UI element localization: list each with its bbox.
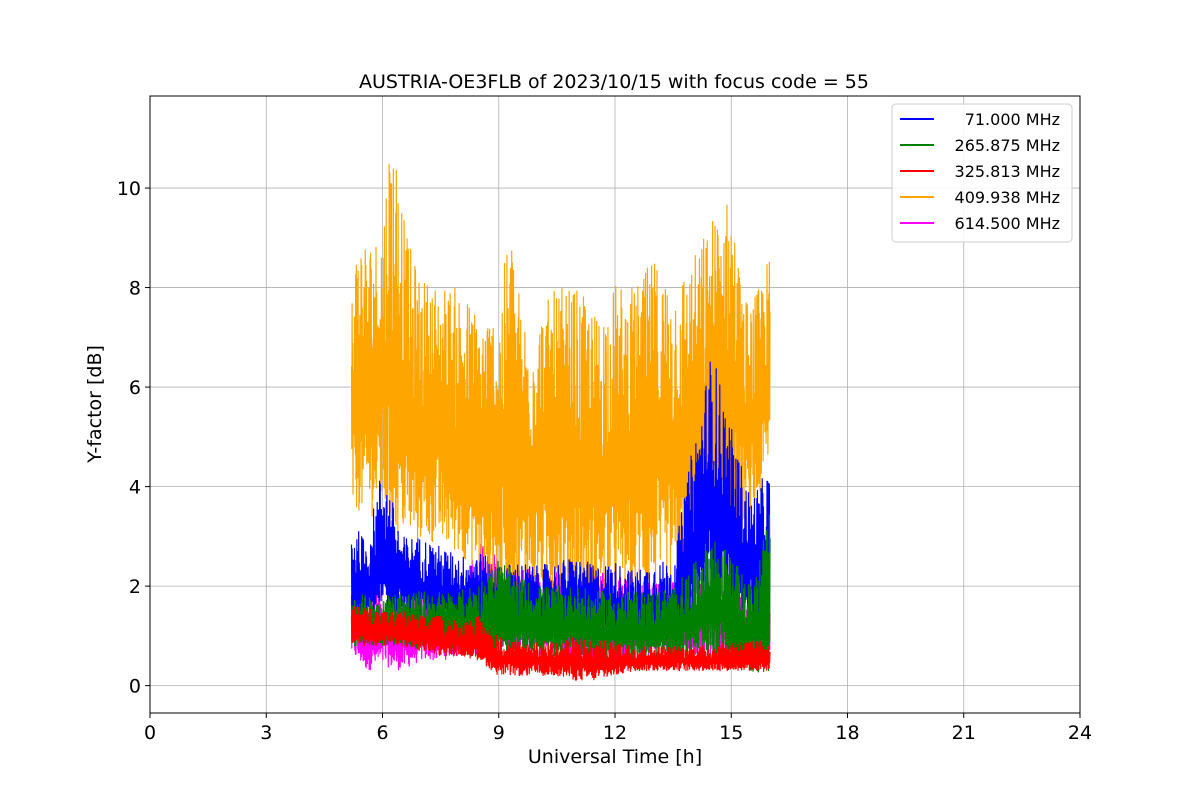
x-tick-label: 9 xyxy=(493,722,505,744)
y-tick-label: 4 xyxy=(129,477,141,499)
series-group xyxy=(350,164,771,681)
y-tick-label: 8 xyxy=(129,278,141,300)
y-axis-label: Y-factor [dB] xyxy=(84,345,106,464)
x-tick-label: 0 xyxy=(144,722,156,744)
legend-label: 614.500 MHz xyxy=(955,214,1060,233)
series-line xyxy=(350,605,771,681)
y-axis: 0 2 4 6 8 10 xyxy=(117,178,150,698)
x-axis: 0 3 6 9 12 15 18 21 24 xyxy=(144,713,1092,744)
legend-label: 265.875 MHz xyxy=(955,136,1060,155)
y-tick-label: 0 xyxy=(129,676,141,698)
legend-label: 71.000 MHz xyxy=(965,110,1060,129)
y-tick-label: 6 xyxy=(129,377,141,399)
x-tick-label: 12 xyxy=(603,722,627,744)
y-tick-label: 10 xyxy=(117,178,141,200)
series-line xyxy=(350,164,771,597)
y-tick-label: 2 xyxy=(129,576,141,598)
x-tick-label: 21 xyxy=(952,722,976,744)
legend-box xyxy=(891,103,1073,243)
legend-label: 409.938 MHz xyxy=(955,188,1060,207)
legend: 71.000 MHz 265.875 MHz 325.813 MHz 409.938 … xyxy=(891,103,1073,243)
x-tick-label: 6 xyxy=(376,722,388,744)
x-tick-label: 15 xyxy=(719,722,743,744)
x-axis-label: Universal Time [h] xyxy=(528,746,702,768)
x-tick-label: 3 xyxy=(260,722,272,744)
x-tick-label: 24 xyxy=(1068,722,1092,744)
legend-label: 325.813 MHz xyxy=(955,162,1060,181)
chart-title: AUSTRIA-OE3FLB of 2023/10/15 with focus … xyxy=(359,71,869,93)
x-tick-label: 18 xyxy=(835,722,859,744)
